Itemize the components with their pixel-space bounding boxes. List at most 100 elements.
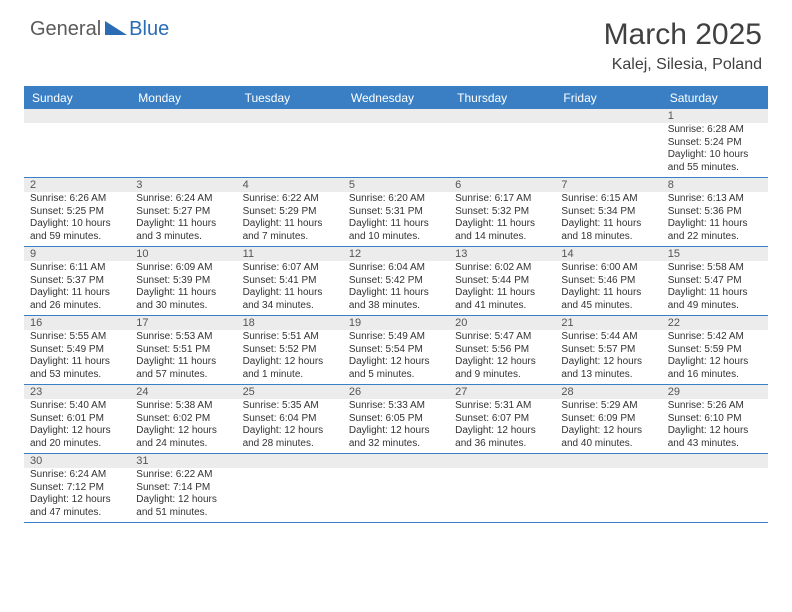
day-cell: Sunrise: 5:40 AMSunset: 6:01 PMDaylight:… <box>24 399 130 453</box>
location-text: Kalej, Silesia, Poland <box>604 56 762 74</box>
sunset-line: Sunset: 5:25 PM <box>30 206 124 219</box>
day-cell: Sunrise: 6:26 AMSunset: 5:25 PMDaylight:… <box>24 192 130 246</box>
day-number-row: 2345678 <box>24 178 768 192</box>
daylight-line: Daylight: 11 hours and 26 minutes. <box>30 287 124 312</box>
day-number: 20 <box>449 316 555 330</box>
sunrise-line: Sunrise: 5:58 AM <box>668 262 762 275</box>
day-header: Tuesday <box>237 87 343 109</box>
sunset-line: Sunset: 5:36 PM <box>668 206 762 219</box>
sunset-line: Sunset: 5:24 PM <box>668 137 762 150</box>
daylight-line: Daylight: 12 hours and 28 minutes. <box>243 425 337 450</box>
week-detail-row: Sunrise: 5:55 AMSunset: 5:49 PMDaylight:… <box>24 330 768 385</box>
day-cell: Sunrise: 6:22 AMSunset: 7:14 PMDaylight:… <box>130 468 236 522</box>
day-number: 14 <box>555 247 661 261</box>
day-number: 11 <box>237 247 343 261</box>
daylight-line: Daylight: 12 hours and 47 minutes. <box>30 494 124 519</box>
daylight-line: Daylight: 10 hours and 59 minutes. <box>30 218 124 243</box>
day-number-row: 9101112131415 <box>24 247 768 261</box>
day-number: 26 <box>343 385 449 399</box>
logo-sail-icon <box>105 21 127 35</box>
day-number: 30 <box>24 454 130 468</box>
sunset-line: Sunset: 5:47 PM <box>668 275 762 288</box>
day-cell: Sunrise: 5:29 AMSunset: 6:09 PMDaylight:… <box>555 399 661 453</box>
day-cell <box>449 468 555 522</box>
day-cell: Sunrise: 5:38 AMSunset: 6:02 PMDaylight:… <box>130 399 236 453</box>
day-number: 17 <box>130 316 236 330</box>
sunrise-line: Sunrise: 6:22 AM <box>243 193 337 206</box>
day-number <box>449 109 555 123</box>
daylight-line: Daylight: 11 hours and 57 minutes. <box>136 356 230 381</box>
sunrise-line: Sunrise: 5:47 AM <box>455 331 549 344</box>
week-detail-row: Sunrise: 6:26 AMSunset: 5:25 PMDaylight:… <box>24 192 768 247</box>
sunrise-line: Sunrise: 5:29 AM <box>561 400 655 413</box>
day-number-row: 23242526272829 <box>24 385 768 399</box>
day-cell: Sunrise: 6:20 AMSunset: 5:31 PMDaylight:… <box>343 192 449 246</box>
week-detail-row: Sunrise: 6:28 AMSunset: 5:24 PMDaylight:… <box>24 123 768 178</box>
day-cell: Sunrise: 6:00 AMSunset: 5:46 PMDaylight:… <box>555 261 661 315</box>
daylight-line: Daylight: 11 hours and 34 minutes. <box>243 287 337 312</box>
day-cell: Sunrise: 6:02 AMSunset: 5:44 PMDaylight:… <box>449 261 555 315</box>
sunset-line: Sunset: 6:04 PM <box>243 413 337 426</box>
day-cell <box>343 123 449 177</box>
day-header: Thursday <box>449 87 555 109</box>
sunset-line: Sunset: 5:41 PM <box>243 275 337 288</box>
sunrise-line: Sunrise: 6:11 AM <box>30 262 124 275</box>
daylight-line: Daylight: 11 hours and 53 minutes. <box>30 356 124 381</box>
day-number-row: 16171819202122 <box>24 316 768 330</box>
daylight-line: Daylight: 11 hours and 49 minutes. <box>668 287 762 312</box>
day-number: 9 <box>24 247 130 261</box>
sunrise-line: Sunrise: 5:55 AM <box>30 331 124 344</box>
daylight-line: Daylight: 11 hours and 41 minutes. <box>455 287 549 312</box>
day-cell: Sunrise: 6:24 AMSunset: 5:27 PMDaylight:… <box>130 192 236 246</box>
daylight-line: Daylight: 12 hours and 43 minutes. <box>668 425 762 450</box>
day-cell: Sunrise: 5:31 AMSunset: 6:07 PMDaylight:… <box>449 399 555 453</box>
sunrise-line: Sunrise: 6:22 AM <box>136 469 230 482</box>
sunrise-line: Sunrise: 5:33 AM <box>349 400 443 413</box>
week-detail-row: Sunrise: 6:24 AMSunset: 7:12 PMDaylight:… <box>24 468 768 523</box>
sunrise-line: Sunrise: 5:40 AM <box>30 400 124 413</box>
daylight-line: Daylight: 12 hours and 1 minute. <box>243 356 337 381</box>
day-number: 19 <box>343 316 449 330</box>
daylight-line: Daylight: 11 hours and 14 minutes. <box>455 218 549 243</box>
sunrise-line: Sunrise: 6:24 AM <box>30 469 124 482</box>
day-number: 16 <box>24 316 130 330</box>
sunset-line: Sunset: 6:07 PM <box>455 413 549 426</box>
week-detail-row: Sunrise: 5:40 AMSunset: 6:01 PMDaylight:… <box>24 399 768 454</box>
day-cell: Sunrise: 5:51 AMSunset: 5:52 PMDaylight:… <box>237 330 343 384</box>
day-number: 7 <box>555 178 661 192</box>
day-headers-row: SundayMondayTuesdayWednesdayThursdayFrid… <box>24 87 768 109</box>
day-number: 28 <box>555 385 661 399</box>
daylight-line: Daylight: 12 hours and 32 minutes. <box>349 425 443 450</box>
sunset-line: Sunset: 5:27 PM <box>136 206 230 219</box>
daylight-line: Daylight: 11 hours and 18 minutes. <box>561 218 655 243</box>
day-cell: Sunrise: 5:47 AMSunset: 5:56 PMDaylight:… <box>449 330 555 384</box>
sunrise-line: Sunrise: 6:04 AM <box>349 262 443 275</box>
sunrise-line: Sunrise: 5:49 AM <box>349 331 443 344</box>
day-number <box>237 109 343 123</box>
weeks-container: 1 Sunrise: 6:28 AMSunset: 5:24 PMDayligh… <box>24 109 768 523</box>
month-title: March 2025 <box>604 18 762 52</box>
sunset-line: Sunset: 5:49 PM <box>30 344 124 357</box>
sunset-line: Sunset: 5:59 PM <box>668 344 762 357</box>
day-cell: Sunrise: 5:42 AMSunset: 5:59 PMDaylight:… <box>662 330 768 384</box>
sunrise-line: Sunrise: 6:13 AM <box>668 193 762 206</box>
day-cell: Sunrise: 5:49 AMSunset: 5:54 PMDaylight:… <box>343 330 449 384</box>
daylight-line: Daylight: 12 hours and 9 minutes. <box>455 356 549 381</box>
day-number: 1 <box>662 109 768 123</box>
logo-text-general: General <box>30 18 101 41</box>
title-block: March 2025 Kalej, Silesia, Poland <box>604 18 762 74</box>
daylight-line: Daylight: 10 hours and 55 minutes. <box>668 149 762 174</box>
day-number: 12 <box>343 247 449 261</box>
sunset-line: Sunset: 6:05 PM <box>349 413 443 426</box>
day-number: 3 <box>130 178 236 192</box>
day-cell: Sunrise: 6:15 AMSunset: 5:34 PMDaylight:… <box>555 192 661 246</box>
day-cell: Sunrise: 6:24 AMSunset: 7:12 PMDaylight:… <box>24 468 130 522</box>
day-cell <box>237 468 343 522</box>
sunrise-line: Sunrise: 5:51 AM <box>243 331 337 344</box>
daylight-line: Daylight: 11 hours and 7 minutes. <box>243 218 337 243</box>
day-number: 25 <box>237 385 343 399</box>
sunset-line: Sunset: 5:52 PM <box>243 344 337 357</box>
day-cell: Sunrise: 5:58 AMSunset: 5:47 PMDaylight:… <box>662 261 768 315</box>
sunset-line: Sunset: 5:34 PM <box>561 206 655 219</box>
sunrise-line: Sunrise: 5:38 AM <box>136 400 230 413</box>
